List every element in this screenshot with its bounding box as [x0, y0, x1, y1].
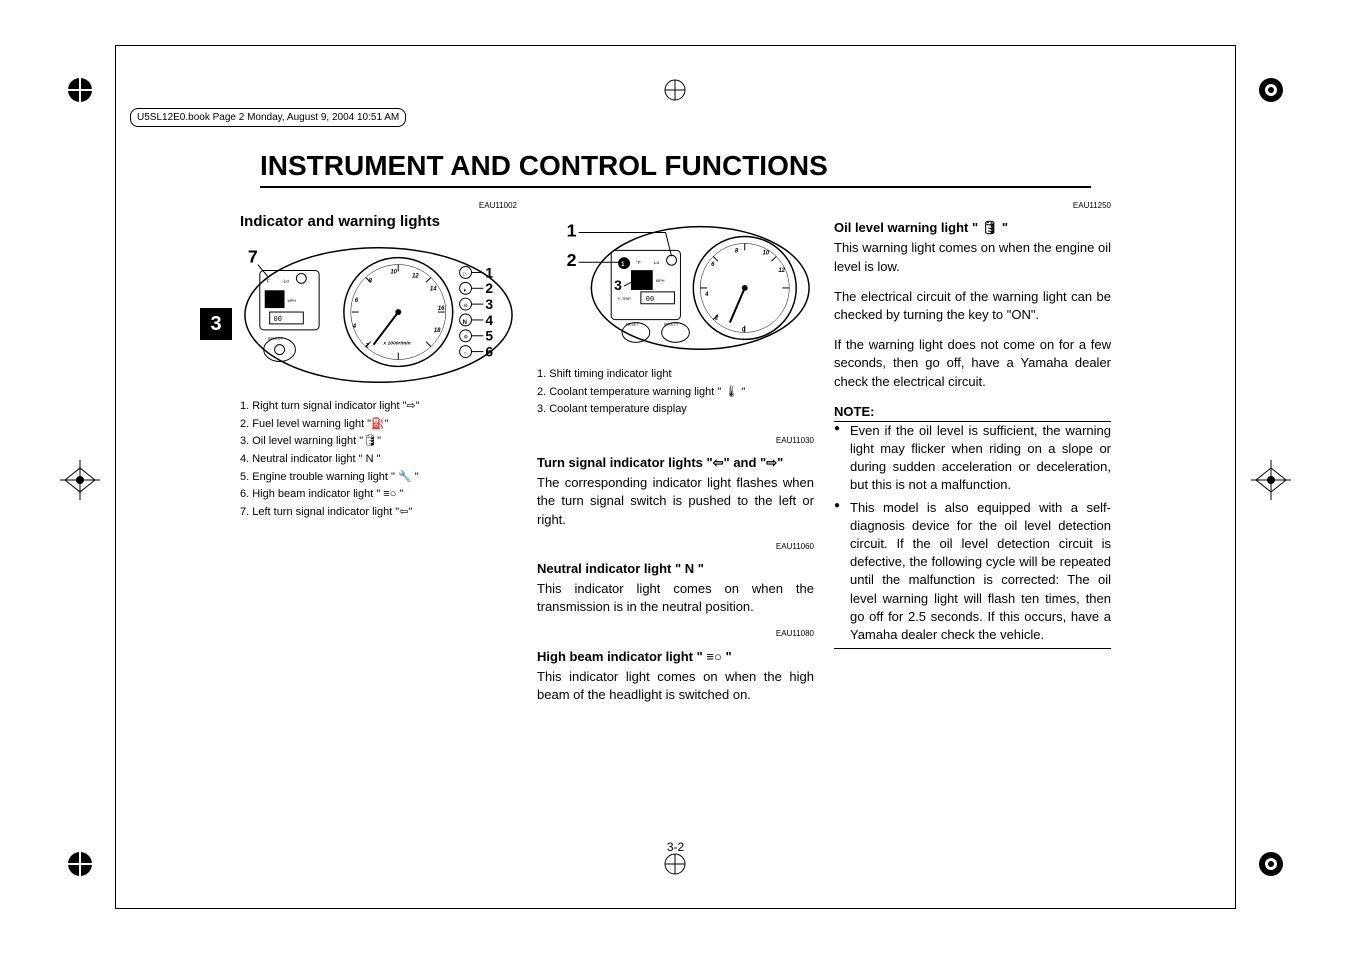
note-end-rule — [834, 648, 1111, 649]
svg-text:12: 12 — [778, 268, 785, 274]
svg-text:2: 2 — [567, 250, 577, 270]
svg-text:°F: °F — [636, 260, 641, 266]
svg-text:N: N — [463, 320, 467, 326]
legend-list-1: 1. Right turn signal indicator light "⇨"… — [240, 398, 517, 521]
indicator-diagram-2: 0 2 4 6 8 10 12 1 °F Lo MPH F-TRIP — [537, 208, 814, 358]
svg-text:16: 16 — [438, 306, 445, 312]
crop-mark-bottom-left — [60, 844, 100, 884]
page-number: 3-2 — [667, 840, 684, 854]
svg-text:MPH: MPH — [287, 298, 296, 303]
svg-text:2: 2 — [365, 344, 370, 350]
svg-text:SELECT: SELECT — [268, 336, 284, 341]
svg-text:F-TRIP: F-TRIP — [618, 296, 631, 301]
svg-text:5: 5 — [485, 328, 493, 344]
subsection-title: Oil level warning light " 🛢 " — [834, 219, 1111, 237]
legend-item: 4. Neutral indicator light " N " — [240, 451, 517, 469]
note-label: NOTE: — [834, 403, 1111, 422]
note-bullet-item: This model is also equipped with a self-… — [834, 499, 1111, 645]
svg-text:8: 8 — [735, 248, 739, 254]
section-code: EAU11250 — [834, 200, 1111, 211]
section-code: EAU11080 — [537, 628, 814, 639]
subsection-title: Neutral indicator light " N " — [537, 560, 814, 578]
crop-mark-mid-right — [1251, 460, 1291, 500]
body-text: The electrical circuit of the warning li… — [834, 288, 1111, 324]
svg-text:○: ○ — [464, 352, 467, 357]
header-stamp: U5SL12E0.book Page 2 Monday, August 9, 2… — [130, 108, 406, 127]
main-title: INSTRUMENT AND CONTROL FUNCTIONS — [260, 150, 1091, 188]
svg-text:18: 18 — [434, 328, 441, 334]
svg-text:6: 6 — [485, 344, 493, 360]
svg-text:⊖: ⊖ — [464, 303, 468, 309]
subsection-title: Turn signal indicator lights "⇦" and "⇨" — [537, 454, 814, 472]
svg-text:⚙: ⚙ — [464, 335, 469, 341]
legend-item: 3. Coolant temperature display — [537, 401, 814, 419]
svg-text:8: 8 — [369, 279, 373, 285]
svg-text:4: 4 — [485, 312, 493, 328]
chapter-tab: 3 — [200, 308, 232, 340]
svg-text:Lo: Lo — [284, 279, 290, 285]
svg-text:⬧: ⬧ — [464, 288, 467, 293]
svg-text:10: 10 — [763, 250, 770, 256]
svg-text:6: 6 — [355, 298, 359, 304]
legend-item: 2. Coolant temperature warning light " 🌡… — [537, 384, 814, 402]
section-code: EAU11060 — [537, 541, 814, 552]
section-code: EAU11030 — [537, 435, 814, 446]
svg-text:10: 10 — [390, 270, 397, 276]
svg-text:2: 2 — [485, 280, 493, 296]
svg-text:4: 4 — [352, 324, 357, 330]
svg-text:MPH: MPH — [656, 278, 665, 283]
svg-text:SELECT: SELECT — [664, 322, 680, 327]
legend-item: 7. Left turn signal indicator light "⇦" — [240, 504, 517, 522]
crop-mark-bottom-right — [1251, 844, 1291, 884]
body-text: This indicator light comes on when the h… — [537, 668, 814, 704]
section-title: Indicator and warning lights — [240, 211, 517, 232]
svg-text:Lo: Lo — [654, 260, 660, 266]
legend-item: 1. Right turn signal indicator light "⇨" — [240, 398, 517, 416]
legend-item: 2. Fuel level warning light "⛽" — [240, 416, 517, 434]
body-text: The corresponding indicator light flashe… — [537, 474, 814, 529]
body-text: If the warning light does not come on fo… — [834, 336, 1111, 391]
svg-text:3: 3 — [614, 277, 622, 293]
indicator-diagram-1: 2 4 6 8 10 12 14 16 18 x 1000r/min — [240, 240, 517, 390]
column-1: EAU11002 Indicator and warning lights — [240, 200, 517, 834]
content-area: EAU11002 Indicator and warning lights — [240, 200, 1111, 834]
svg-text:7: 7 — [248, 247, 258, 267]
note-bullet-item: Even if the oil level is sufficient, the… — [834, 422, 1111, 495]
note-bullet-list: Even if the oil level is sufficient, the… — [834, 422, 1111, 644]
svg-text:00: 00 — [274, 315, 282, 323]
crop-mark-top-right — [1251, 70, 1291, 110]
legend-list-2: 1. Shift timing indicator light 2. Coola… — [537, 366, 814, 419]
body-text: This warning light comes on when the eng… — [834, 239, 1111, 275]
crop-mark-top-left — [60, 70, 100, 110]
svg-text:4: 4 — [704, 292, 709, 298]
svg-text:6: 6 — [711, 262, 715, 268]
section-code: EAU11002 — [240, 200, 517, 211]
svg-text:▷: ▷ — [464, 272, 468, 278]
svg-text:1: 1 — [485, 265, 493, 281]
svg-text:3: 3 — [485, 296, 493, 312]
legend-item: 3. Oil level warning light "🛢" — [240, 433, 517, 451]
svg-text:RESET: RESET — [626, 322, 640, 327]
svg-text:12: 12 — [412, 274, 419, 280]
body-text: This indicator light comes on when the t… — [537, 580, 814, 616]
svg-text:°F: °F — [265, 279, 270, 285]
legend-item: 5. Engine trouble warning light " 🔧 " — [240, 469, 517, 487]
svg-text:14: 14 — [430, 286, 437, 292]
svg-text:x 1000r/min: x 1000r/min — [382, 341, 410, 347]
legend-item: 1. Shift timing indicator light — [537, 366, 814, 384]
column-3: EAU11250 Oil level warning light " 🛢 " T… — [834, 200, 1111, 834]
svg-text:1: 1 — [567, 221, 577, 241]
crop-mark-mid-left — [60, 460, 100, 500]
svg-text:2: 2 — [714, 316, 719, 322]
svg-text:00: 00 — [646, 295, 654, 303]
legend-item: 6. High beam indicator light " ≡○ " — [240, 486, 517, 504]
column-2: 0 2 4 6 8 10 12 1 °F Lo MPH F-TRIP — [537, 200, 814, 834]
subsection-title: High beam indicator light " ≡○ " — [537, 648, 814, 666]
